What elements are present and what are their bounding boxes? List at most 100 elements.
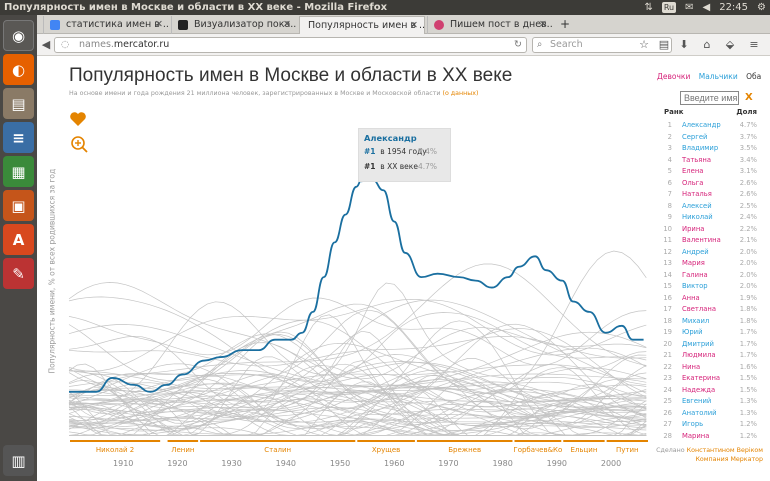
download-icon[interactable]: ⬇ — [679, 38, 689, 51]
ranking-row[interactable]: 21 Людмила 1.7% — [660, 350, 765, 362]
rank-name[interactable]: Игорь — [682, 420, 704, 428]
volume-icon[interactable]: ◀ — [702, 2, 711, 13]
rank-name[interactable]: Елена — [682, 167, 704, 175]
ranking-row[interactable]: 2 Сергей 3.7% — [660, 132, 765, 144]
firefox-icon[interactable]: ◐ — [3, 54, 34, 85]
close-icon[interactable]: ✕ — [155, 19, 163, 30]
ranking-row[interactable]: 23 Екатерина 1.5% — [660, 373, 765, 385]
rank-name[interactable]: Виктор — [682, 282, 708, 290]
rank-name[interactable]: Галина — [682, 270, 708, 279]
ranking-row[interactable]: 22 Нина 1.6% — [660, 362, 765, 374]
rank-name[interactable]: Татьяна — [682, 155, 711, 164]
rank-name[interactable]: Анна — [682, 293, 700, 302]
ranking-row[interactable]: 14 Галина 2.0% — [660, 270, 765, 282]
rank-name[interactable]: Александр — [682, 121, 721, 129]
ranking-row[interactable]: 8 Алексей 2.5% — [660, 201, 765, 213]
ubuntu-dash-icon[interactable]: ◉ — [3, 20, 34, 51]
ranking-row[interactable]: 9 Николай 2.4% — [660, 212, 765, 224]
bookmarks-list-icon[interactable]: ▤ — [658, 38, 670, 51]
rank-name[interactable]: Нина — [682, 362, 701, 371]
rank-name[interactable]: Ирина — [682, 224, 705, 233]
rank-name[interactable]: Екатерина — [682, 374, 721, 382]
rank-name[interactable]: Валентина — [682, 236, 721, 244]
filter-girls[interactable]: Девочки — [657, 72, 691, 81]
zoom-in-icon[interactable] — [70, 135, 88, 153]
rank-name[interactable]: Евгений — [682, 397, 712, 405]
ranking-row[interactable]: 16 Анна 1.9% — [660, 293, 765, 305]
close-icon[interactable]: ✕ — [283, 19, 291, 30]
rank-name[interactable]: Михаил — [682, 316, 710, 325]
ranking-row[interactable]: 12 Андрей 2.0% — [660, 247, 765, 259]
rank-name[interactable]: Николай — [682, 213, 713, 221]
name-search-input[interactable]: Введите имя — [680, 91, 739, 105]
rank-name[interactable]: Владимир — [682, 144, 719, 152]
ranking-row[interactable]: 5 Елена 3.1% — [660, 166, 765, 178]
trash-icon[interactable]: ▥ — [3, 445, 34, 476]
rank-name[interactable]: Андрей — [682, 247, 709, 256]
credit-author-link[interactable]: Константином Верiком — [686, 447, 763, 454]
ranking-row[interactable]: 17 Светлана 1.8% — [660, 304, 765, 316]
rank-name[interactable]: Алексей — [682, 201, 712, 210]
ranking-row[interactable]: 3 Владимир 3.5% — [660, 143, 765, 155]
ranking-row[interactable]: 4 Татьяна 3.4% — [660, 155, 765, 167]
rank-name[interactable]: Дмитрий — [682, 339, 714, 348]
heart-icon[interactable] — [69, 111, 87, 127]
keyboard-layout-indicator[interactable]: Ru — [661, 2, 677, 13]
tab-2[interactable]: Визуализатор пока... ✕ — [171, 16, 297, 34]
software-center-icon[interactable]: A — [3, 224, 34, 255]
ranking-row[interactable]: 28 Марина 1.2% — [660, 431, 765, 443]
close-icon[interactable]: ✕ — [410, 20, 418, 31]
clock[interactable]: 22:45 — [719, 2, 749, 13]
search-box[interactable]: ⌕ Search — [532, 37, 672, 53]
rank-name[interactable]: Марина — [682, 431, 710, 440]
filter-both[interactable]: Оба — [746, 72, 762, 81]
ranking-row[interactable]: 18 Михаил 1.8% — [660, 316, 765, 328]
filter-boys[interactable]: Мальчики — [698, 72, 738, 81]
credit-company-link[interactable]: Компания Меркатор — [695, 455, 763, 463]
close-icon[interactable]: ✕ — [539, 19, 547, 30]
tab-4[interactable]: Пишем пост в днев... ✕ — [427, 16, 553, 34]
ranking-row[interactable]: 27 Игорь 1.2% — [660, 419, 765, 431]
ranking-row[interactable]: 13 Мария 2.0% — [660, 258, 765, 270]
rank-name[interactable]: Ольга — [682, 178, 704, 187]
ranking-row[interactable]: 20 Дмитрий 1.7% — [660, 339, 765, 351]
ranking-row[interactable]: 11 Валентина 2.1% — [660, 235, 765, 247]
reload-icon[interactable]: ↻ — [514, 39, 522, 50]
rank-name[interactable]: Мария — [682, 259, 705, 267]
clear-button[interactable]: X — [745, 92, 753, 103]
rank-name[interactable]: Надежда — [682, 385, 716, 394]
power-icon[interactable]: ⚙ — [757, 2, 766, 13]
menu-icon[interactable]: ≡ — [749, 38, 759, 51]
rank-name[interactable]: Людмила — [682, 351, 716, 359]
about-data-link[interactable]: (о данных) — [442, 90, 479, 97]
ranking-row[interactable]: 7 Наталья 2.6% — [660, 189, 765, 201]
files-icon[interactable]: ▤ — [3, 88, 34, 119]
pocket-icon[interactable]: ⬙ — [725, 38, 735, 51]
writer-icon[interactable]: ≡ — [3, 122, 34, 153]
rank-name[interactable]: Юрий — [682, 328, 703, 336]
new-tab-button[interactable]: + — [560, 17, 571, 31]
ranking-row[interactable]: 6 Ольга 2.6% — [660, 178, 765, 190]
back-button[interactable]: ◀ — [41, 38, 51, 51]
ranking-row[interactable]: 26 Анатолий 1.3% — [660, 408, 765, 420]
rank-name[interactable]: Наталья — [682, 190, 712, 198]
tab-1[interactable]: статистика имен в ... ✕ — [43, 16, 169, 34]
impress-icon[interactable]: ▣ — [3, 190, 34, 221]
ranking-row[interactable]: 15 Виктор 2.0% — [660, 281, 765, 293]
email-icon[interactable]: ✉ — [685, 2, 694, 13]
rank-name[interactable]: Сергей — [682, 132, 708, 141]
tab-3-active[interactable]: Популярность имен в ... ✕ — [299, 16, 425, 34]
ranking-row[interactable]: 24 Надежда 1.5% — [660, 385, 765, 397]
home-icon[interactable]: ⌂ — [703, 38, 711, 51]
rank-name[interactable]: Анатолий — [682, 408, 717, 417]
ranking-row[interactable]: 25 Евгений 1.3% — [660, 396, 765, 408]
ranking-row[interactable]: 1 Александр 4.7% — [660, 120, 765, 132]
calc-icon[interactable]: ▦ — [3, 156, 34, 187]
ranking-row[interactable]: 10 Ирина 2.2% — [660, 224, 765, 236]
rank-name[interactable]: Светлана — [682, 305, 717, 313]
ranking-row[interactable]: 19 Юрий 1.7% — [660, 327, 765, 339]
network-icon[interactable]: ⇅ — [644, 2, 653, 13]
settings-icon[interactable]: ✎ — [3, 258, 34, 289]
url-bar[interactable]: ◌ names.mercator.ru ↻ — [54, 37, 527, 53]
bookmark-star-icon[interactable]: ☆ — [639, 38, 649, 51]
